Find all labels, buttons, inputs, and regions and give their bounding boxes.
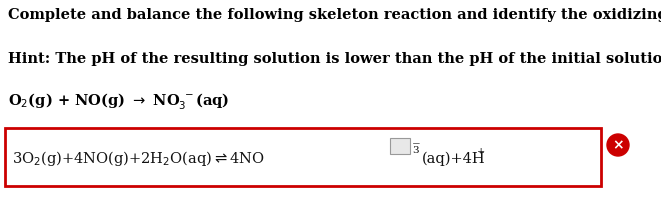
Text: O$_2$(g) + NO(g) $\rightarrow$ NO$_3^{\ -}$(aq): O$_2$(g) + NO(g) $\rightarrow$ NO$_3^{\ … (8, 92, 229, 112)
Text: Complete and balance the following skeleton reaction and identify the oxidizing : Complete and balance the following skele… (8, 8, 661, 22)
Text: 3O$_2$(g)+4NO(g)+2H$_2$O(aq)$\rightleftharpoons$4NO: 3O$_2$(g)+4NO(g)+2H$_2$O(aq)$\rightlefth… (12, 149, 264, 168)
Text: (aq)+4H: (aq)+4H (422, 152, 486, 166)
Text: 3: 3 (412, 146, 418, 155)
Text: Hint: The pH of the resulting solution is lower than the pH of the initial solut: Hint: The pH of the resulting solution i… (8, 52, 661, 66)
Bar (5, 128, 601, 186)
Circle shape (607, 134, 629, 156)
Text: ×: × (612, 138, 624, 152)
Text: −: − (412, 140, 421, 149)
Text: +: + (477, 148, 485, 156)
Bar (390, 138, 410, 154)
